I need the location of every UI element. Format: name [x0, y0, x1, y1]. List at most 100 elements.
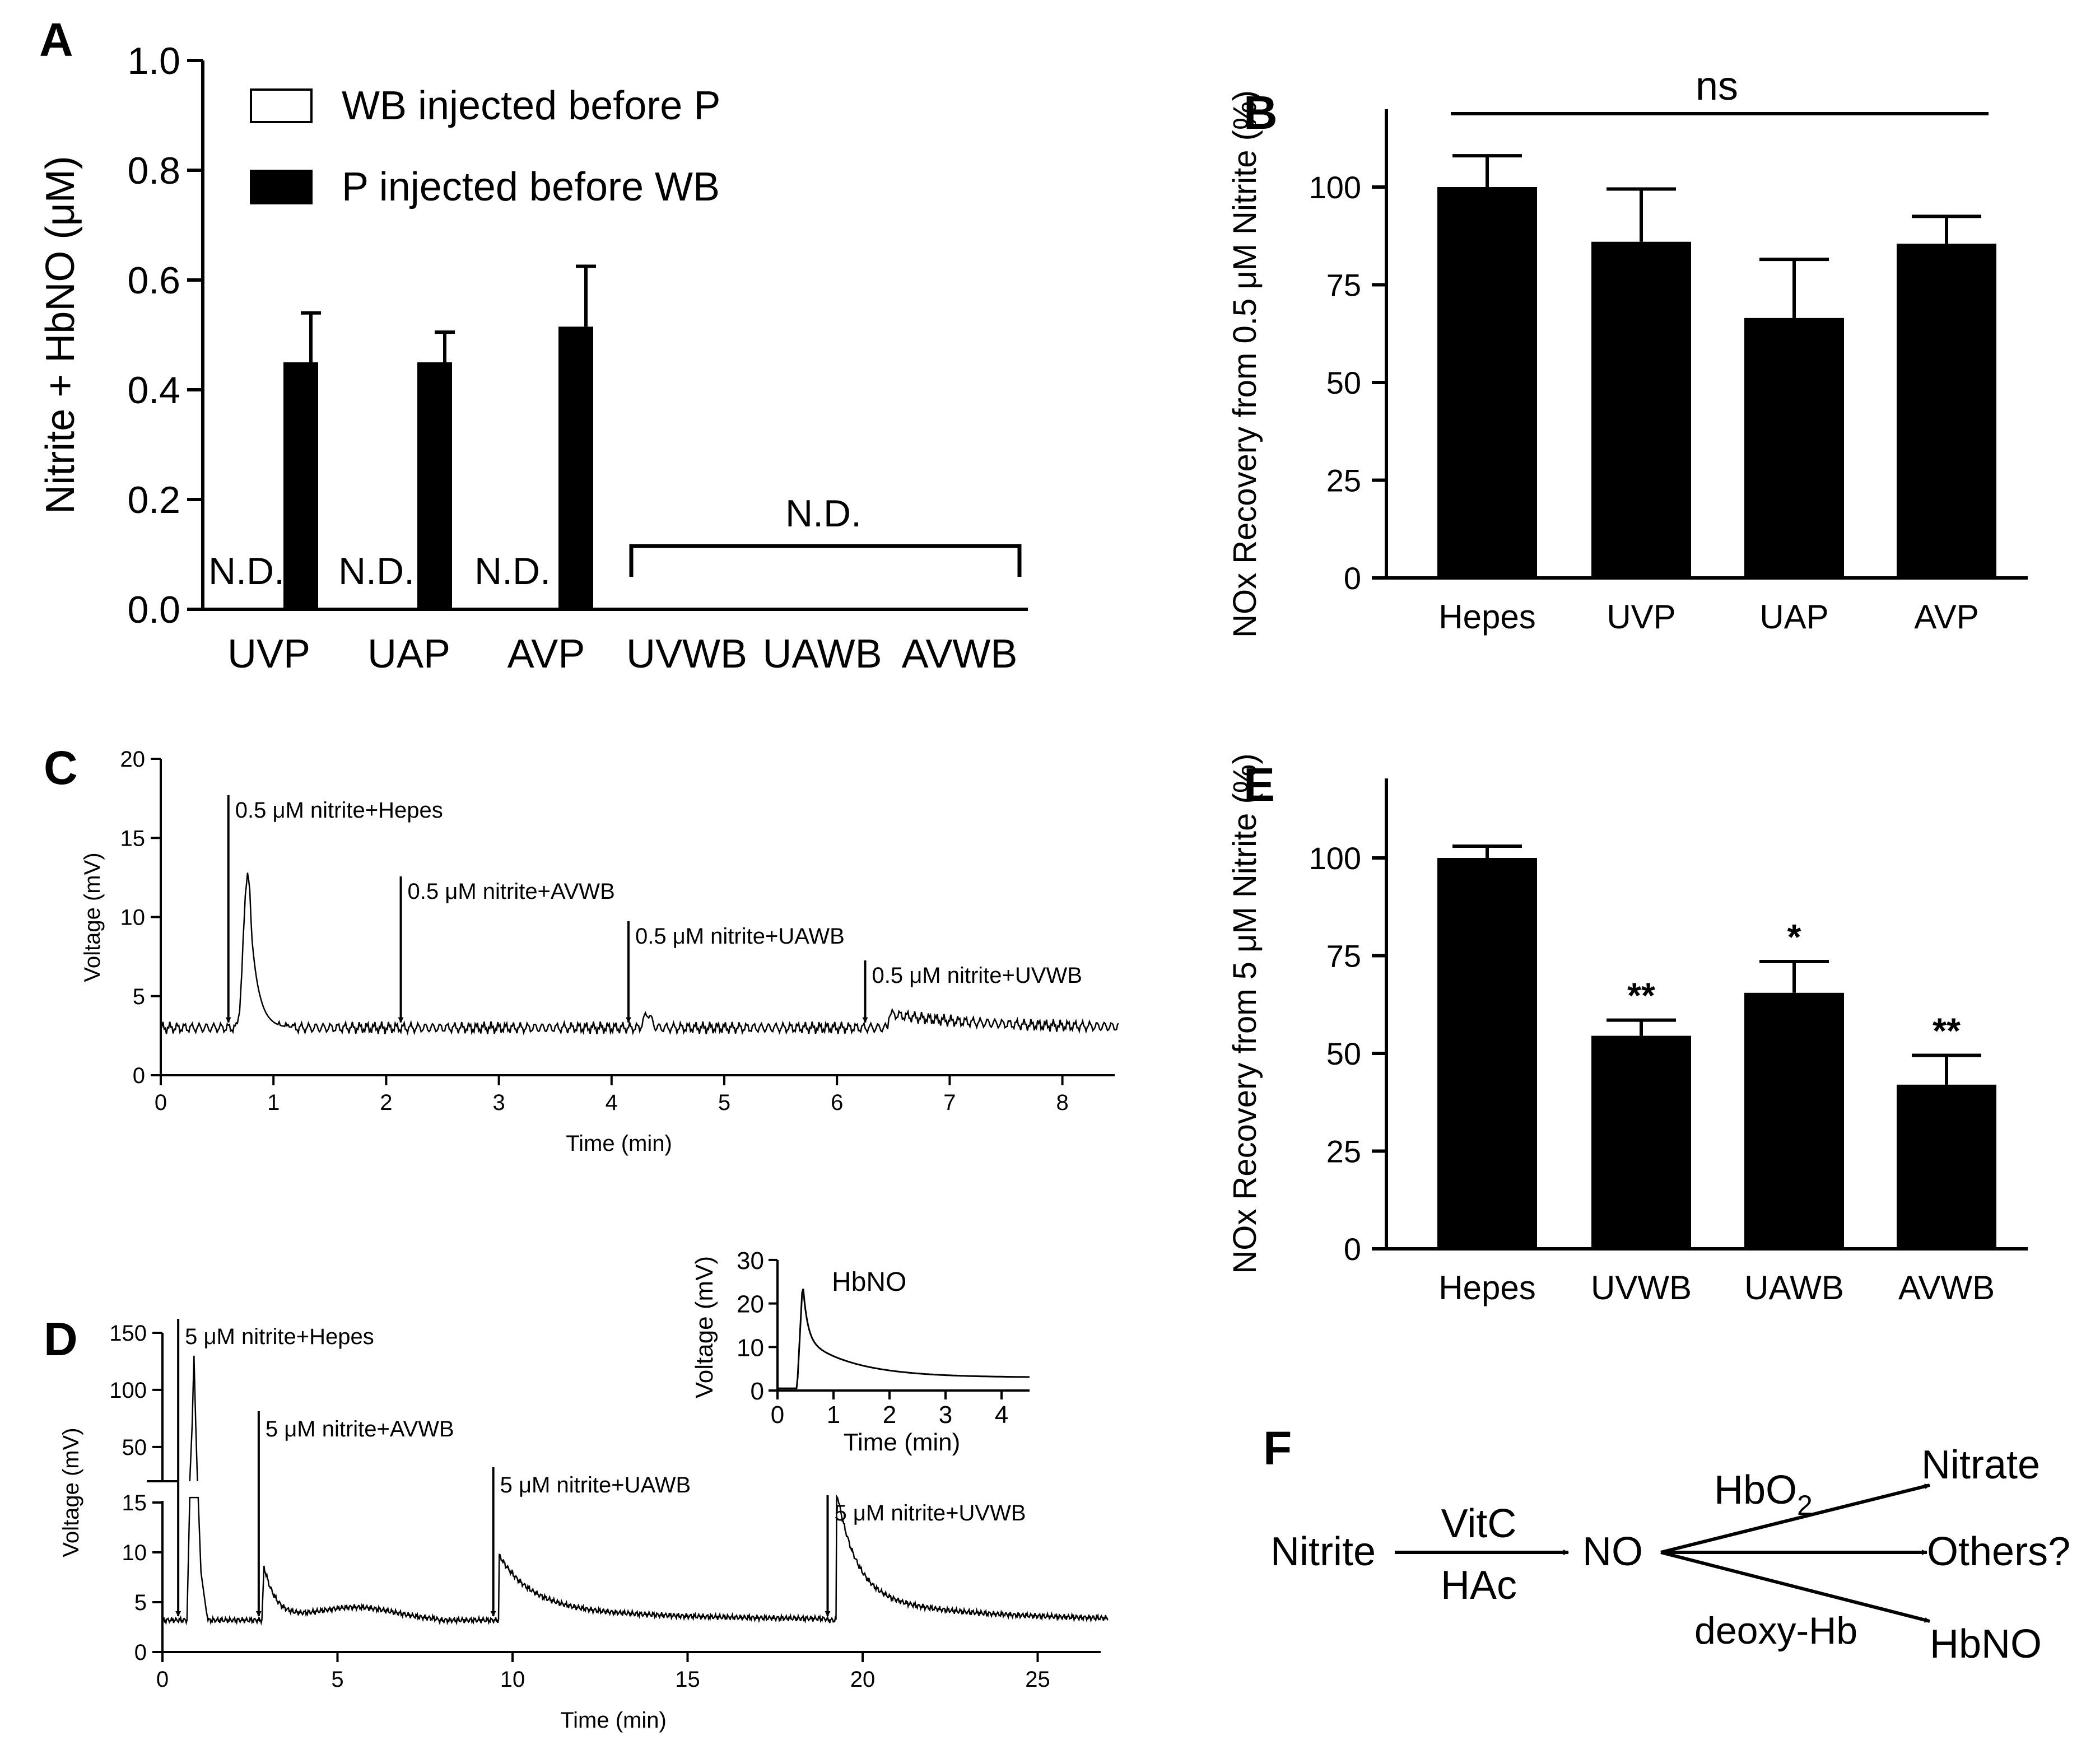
panel-d-y-axis-label: Voltage (mV) [59, 1427, 83, 1557]
inset-x-tick-label: 3 [939, 1401, 952, 1429]
panel-c-x-tick-label: 0 [155, 1090, 167, 1115]
panelb-y-tick-label: 0 [1344, 561, 1361, 596]
panel-d-hepes-peak [189, 1355, 198, 1482]
panele-y-tick-label: 75 [1326, 939, 1361, 974]
panele-x-label: UAWB [1744, 1269, 1844, 1307]
panel-d-injection-label: 5 μM nitrite+UVWB [835, 1501, 1026, 1525]
panel-d-y-tick-label: 0 [134, 1640, 147, 1665]
panel-a-legend-swatch-wb [250, 88, 313, 123]
scheme-hac: HAc [1441, 1563, 1517, 1608]
panel-c-y-tick-label: 5 [133, 985, 145, 1009]
panel-d-injection-label: 5 μM nitrite+AVWB [266, 1417, 454, 1441]
panel-c-y-tick-label: 0 [133, 1063, 145, 1088]
panel-a-x-label: AVWB [902, 632, 1018, 676]
inset-y-tick-label: 30 [737, 1247, 764, 1275]
panel-letter-b: B [1244, 86, 1278, 139]
panel-a-y-tick-label: 0.0 [127, 589, 180, 631]
panel-a-bar [558, 326, 593, 609]
panel-b-y-axis-label: NOx Recovery from 0.5 μM Nitrite (%) [1227, 90, 1263, 638]
panele-y-tick-label: 25 [1326, 1134, 1361, 1169]
panelb-bar [1591, 241, 1691, 578]
panel-d-x-tick-label: 0 [156, 1667, 169, 1692]
panel-c-y-axis-label: Voltage (mV) [80, 852, 105, 982]
panel-b-significance-label: ns [1696, 64, 1738, 109]
inset-x-tick-label: 1 [827, 1401, 840, 1429]
panelb-y-tick-label: 50 [1326, 365, 1361, 400]
panelb-bar [1437, 187, 1537, 578]
panel-a-y-axis-label: Nitrite + HbNO (μM) [38, 156, 83, 514]
panelb-x-label: UVP [1607, 598, 1675, 636]
panel-c-x-tick-label: 8 [1056, 1090, 1068, 1115]
panel-d-x-axis-label: Time (min) [560, 1708, 667, 1733]
panel-a-nd-uap: N.D. [338, 550, 415, 592]
scheme-product-hbno: HbNO [1930, 1622, 2042, 1667]
inset-y-tick-label: 0 [751, 1378, 764, 1405]
panel-a-y-tick-label: 1.0 [127, 40, 180, 82]
panelb-bar [1744, 318, 1844, 578]
panel-b: 0 25 50 75 100 Hepes UVP UAP AVP NOx Recovery f… [1227, 64, 2028, 638]
panel-letter-e: E [1244, 758, 1275, 811]
panel-d-injection-label: 5 μM nitrite+Hepes [185, 1324, 374, 1349]
panelb-bar [1897, 244, 1996, 578]
panel-d-x-tick-label: 25 [1025, 1667, 1050, 1692]
panel-c: 0 5 10 15 20 0 1 2 3 4 5 6 7 8 0.5 μM nitrite+Hepes 0… [80, 747, 1119, 1156]
scheme-hbo2: HbO2 [1714, 1468, 1813, 1521]
panelb-x-label: Hepes [1438, 598, 1535, 636]
panel-letter-f: F [1263, 1422, 1292, 1475]
panele-bar [1437, 858, 1537, 1249]
panelb-x-label: UAP [1759, 598, 1828, 636]
panelb-y-tick-label: 25 [1326, 463, 1361, 498]
panel-d-injection-label: 5 μM nitrite+UAWB [500, 1473, 691, 1497]
panele-bar [1744, 992, 1844, 1249]
panel-c-x-tick-label: 7 [943, 1090, 956, 1115]
panele-y-tick-label: 0 [1344, 1231, 1361, 1267]
panel-a-legend-swatch-p [250, 170, 313, 204]
scheme-arrow-to-nitrate [1660, 1483, 1930, 1554]
panel-c-injection-label: 0.5 μM nitrite+UVWB [872, 963, 1082, 988]
inset-x-tick-label: 2 [883, 1401, 896, 1429]
panel-f-scheme: Nitrite VitC HAc NO HbO2 deoxy-Hb Nitrat… [1270, 1443, 2070, 1667]
panel-a-bar [283, 362, 318, 609]
panel-c-x-axis-label: Time (min) [566, 1131, 672, 1156]
panele-bar [1897, 1084, 1996, 1249]
scheme-product-nitrate: Nitrate [1921, 1443, 2040, 1487]
panel-letter-a: A [39, 13, 73, 66]
panel-a-y-tick-label: 0.6 [127, 259, 180, 302]
panele-significance-star: ** [1627, 976, 1655, 1016]
panel-a-y-tick-label: 0.4 [127, 369, 180, 412]
panel-d-x-tick-label: 15 [675, 1667, 700, 1692]
panele-significance-star: ** [1933, 1010, 1961, 1051]
panel-d-x-tick-label: 20 [850, 1667, 876, 1692]
panel-letter-d: D [44, 1313, 78, 1365]
panel-c-x-tick-label: 4 [606, 1090, 618, 1115]
panelb-y-tick-label: 100 [1309, 170, 1361, 205]
panel-a-x-label: UAP [367, 632, 450, 676]
inset-y-tick-label: 10 [737, 1334, 764, 1361]
inset-x-tick-label: 4 [995, 1401, 1008, 1429]
panel-d-trace [162, 1494, 1109, 1626]
panel-c-x-tick-label: 6 [831, 1090, 843, 1115]
scheme-nitrite: Nitrite [1270, 1529, 1376, 1574]
panel-c-x-tick-label: 5 [718, 1090, 730, 1115]
inset-x-axis-label: Time (min) [844, 1429, 961, 1456]
scheme-no: NO [1582, 1529, 1643, 1574]
panel-c-y-tick-label: 10 [120, 906, 146, 930]
panel-a-x-label: UVP [227, 632, 310, 676]
panele-y-tick-label: 50 [1326, 1036, 1361, 1071]
panel-a-nd-wb: N.D. [785, 492, 862, 535]
scheme-vitc: VitC [1441, 1501, 1517, 1546]
panel-c-x-tick-label: 1 [267, 1090, 280, 1115]
panel-a-bar [417, 362, 452, 609]
panel-a-nd-avp: N.D. [474, 550, 551, 592]
panel-d-x-tick-label: 5 [331, 1667, 343, 1692]
panel-a-x-label: UAWB [762, 632, 882, 676]
inset-trace [777, 1288, 1030, 1389]
panel-c-x-tick-label: 2 [380, 1090, 392, 1115]
panel-d-x-tick-label: 10 [500, 1667, 525, 1692]
panel-e-y-axis-label: NOx Recovery from 5 μM Nitrite (%) [1227, 753, 1263, 1273]
panel-a-x-label: AVP [507, 632, 585, 676]
panelb-x-label: AVP [1914, 598, 1979, 636]
